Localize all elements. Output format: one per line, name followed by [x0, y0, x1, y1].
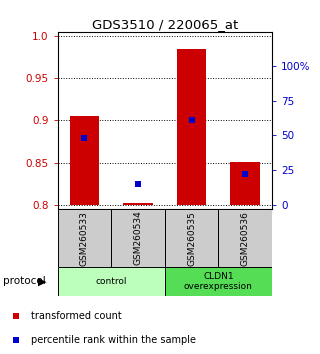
Bar [111, 209, 165, 267]
Bar [70, 116, 99, 205]
Bar [165, 209, 219, 267]
Bar [165, 267, 272, 296]
Text: protocol: protocol [3, 276, 46, 286]
Text: ▶: ▶ [38, 276, 46, 286]
Bar [58, 209, 111, 267]
Text: GSM260536: GSM260536 [241, 211, 250, 266]
Bar [177, 49, 206, 205]
Text: GSM260535: GSM260535 [187, 211, 196, 266]
Point [135, 182, 140, 187]
Bar [58, 267, 165, 296]
Text: percentile rank within the sample: percentile rank within the sample [31, 335, 196, 346]
Point [189, 117, 194, 122]
Text: transformed count: transformed count [31, 311, 122, 321]
Text: CLDN1
overexpression: CLDN1 overexpression [184, 272, 253, 291]
Title: GDS3510 / 220065_at: GDS3510 / 220065_at [92, 18, 238, 31]
Text: GSM260534: GSM260534 [133, 211, 142, 266]
Bar [230, 162, 260, 205]
Point [82, 135, 87, 141]
Bar [218, 209, 272, 267]
Bar [123, 203, 153, 205]
Text: control: control [95, 277, 127, 286]
Text: GSM260533: GSM260533 [80, 211, 89, 266]
Point [243, 171, 248, 177]
Point [13, 337, 18, 343]
Point [13, 313, 18, 319]
